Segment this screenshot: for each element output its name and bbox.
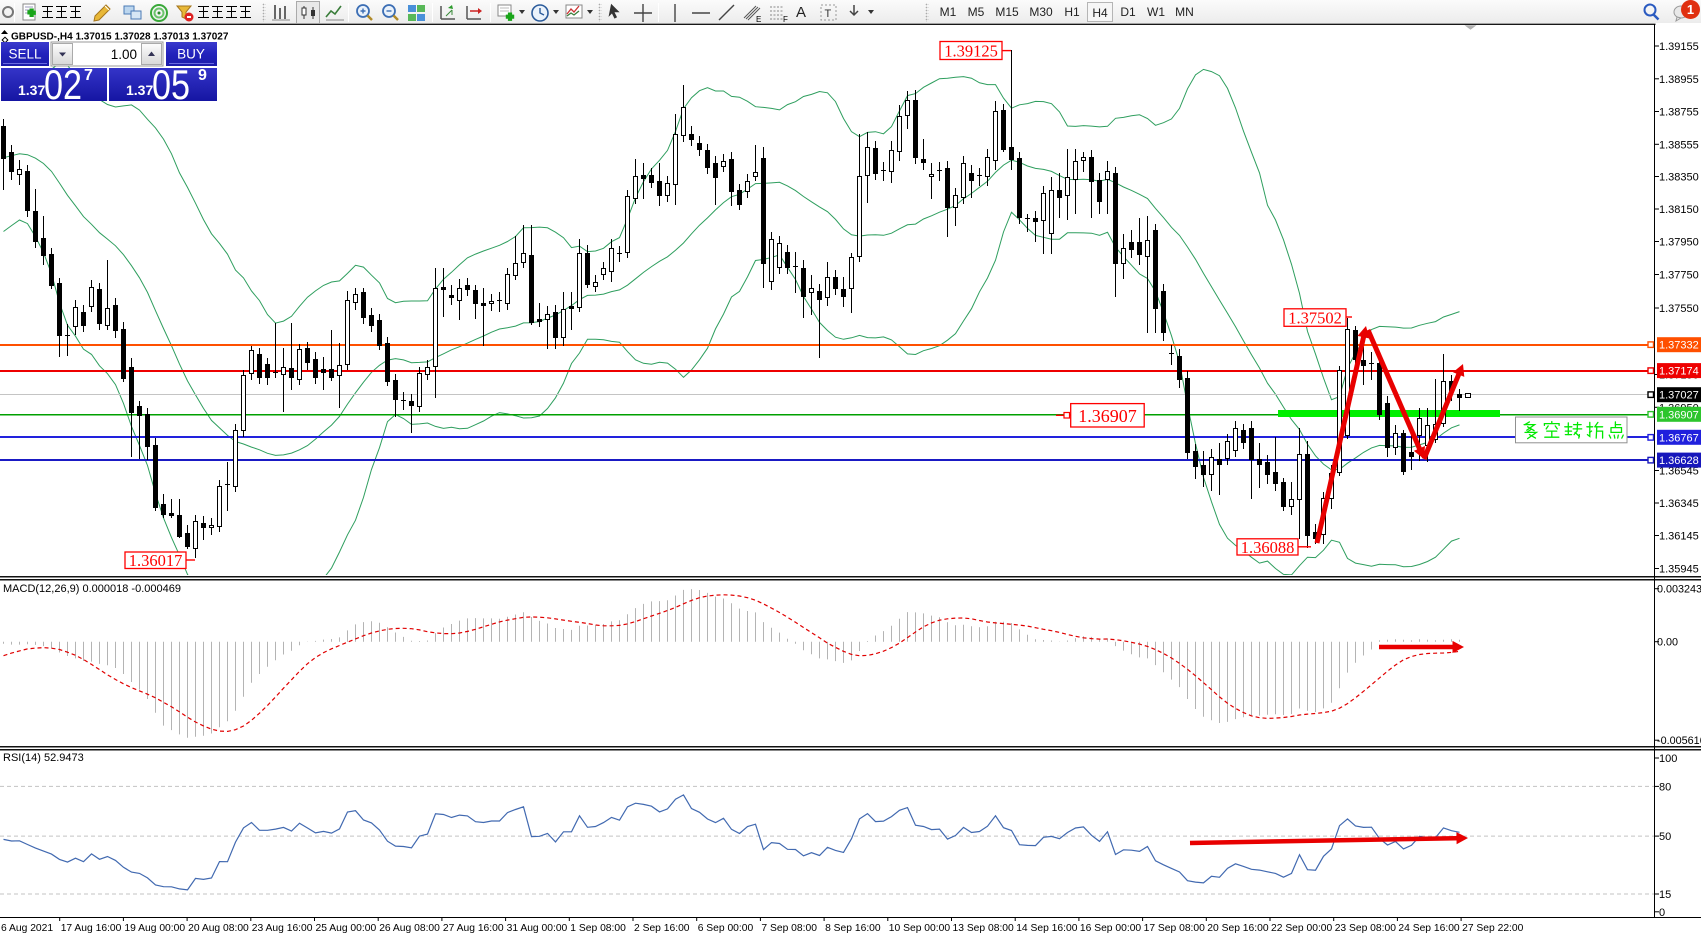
svg-text:MACD(12,26,9) 0.000018 -0.0004: MACD(12,26,9) 0.000018 -0.000469 <box>3 583 181 595</box>
svg-text:1.37332: 1.37332 <box>1659 340 1699 352</box>
svg-text:1.37950: 1.37950 <box>1659 237 1699 249</box>
svg-text:6 Aug 2021: 6 Aug 2021 <box>1 923 53 934</box>
svg-text:80: 80 <box>1659 781 1671 793</box>
svg-text:8 Sep 16:00: 8 Sep 16:00 <box>825 923 881 934</box>
svg-text:23 Sep 08:00: 23 Sep 08:00 <box>1335 923 1397 934</box>
svg-text:0.00: 0.00 <box>1657 637 1678 649</box>
svg-text:1.36767: 1.36767 <box>1659 432 1699 444</box>
svg-text:0: 0 <box>1659 907 1665 919</box>
svg-text:27 Aug 16:00: 27 Aug 16:00 <box>443 923 504 934</box>
svg-text:20 Aug 08:00: 20 Aug 08:00 <box>188 923 249 934</box>
svg-text:1 Sep 08:00: 1 Sep 08:00 <box>570 923 626 934</box>
svg-text:1.36907: 1.36907 <box>1078 406 1137 426</box>
svg-text:7 Sep 08:00: 7 Sep 08:00 <box>761 923 817 934</box>
svg-text:1.37174: 1.37174 <box>1659 366 1699 378</box>
svg-text:1.38555: 1.38555 <box>1659 139 1699 151</box>
svg-text:1.38150: 1.38150 <box>1659 204 1699 216</box>
svg-text:19 Aug 00:00: 19 Aug 00:00 <box>124 923 185 934</box>
svg-text:23 Aug 16:00: 23 Aug 16:00 <box>252 923 313 934</box>
svg-text:1.36545: 1.36545 <box>1659 466 1699 478</box>
svg-text:1.37550: 1.37550 <box>1659 303 1699 315</box>
svg-text:14 Sep 16:00: 14 Sep 16:00 <box>1016 923 1078 934</box>
svg-text:F: F <box>783 15 788 23</box>
svg-text:1.38755: 1.38755 <box>1659 107 1699 119</box>
svg-text:1.37750: 1.37750 <box>1659 270 1699 282</box>
svg-text:1.36145: 1.36145 <box>1659 531 1699 543</box>
svg-text:1.38350: 1.38350 <box>1659 172 1699 184</box>
svg-text:16 Sep 00:00: 16 Sep 00:00 <box>1080 923 1142 934</box>
svg-text:100: 100 <box>1659 753 1677 765</box>
svg-text:1.36345: 1.36345 <box>1659 498 1699 510</box>
svg-text:1.36628: 1.36628 <box>1659 455 1699 467</box>
svg-text:02: 02 <box>44 61 82 108</box>
svg-text:SELL: SELL <box>8 47 42 62</box>
svg-text:17 Sep 08:00: 17 Sep 08:00 <box>1144 923 1206 934</box>
svg-text:1.36907: 1.36907 <box>1659 409 1699 421</box>
svg-text:22 Sep 00:00: 22 Sep 00:00 <box>1271 923 1333 934</box>
svg-text:1.38955: 1.38955 <box>1659 74 1699 86</box>
svg-text:31 Aug 00:00: 31 Aug 00:00 <box>507 923 568 934</box>
svg-text:13 Sep 08:00: 13 Sep 08:00 <box>953 923 1015 934</box>
svg-text:1.35945: 1.35945 <box>1659 564 1699 576</box>
svg-text:20 Sep 16:00: 20 Sep 16:00 <box>1207 923 1269 934</box>
svg-text:RSI(14) 52.9473: RSI(14) 52.9473 <box>3 752 84 764</box>
svg-text:24 Sep 16:00: 24 Sep 16:00 <box>1398 923 1460 934</box>
svg-text:15: 15 <box>1659 889 1671 901</box>
svg-text:26 Aug 08:00: 26 Aug 08:00 <box>379 923 440 934</box>
svg-text:1.39155: 1.39155 <box>1659 41 1699 53</box>
svg-text:05: 05 <box>152 61 190 108</box>
svg-text:6 Sep 00:00: 6 Sep 00:00 <box>698 923 754 934</box>
svg-text:9: 9 <box>198 67 207 84</box>
svg-text:0.003243: 0.003243 <box>1657 584 1701 596</box>
svg-text:1.36088: 1.36088 <box>1241 538 1295 557</box>
svg-text:27 Sep 22:00: 27 Sep 22:00 <box>1462 923 1524 934</box>
svg-text:1.37502: 1.37502 <box>1288 309 1342 328</box>
svg-text:17 Aug 16:00: 17 Aug 16:00 <box>61 923 122 934</box>
svg-text:1.39125: 1.39125 <box>944 41 998 60</box>
svg-text:1.00: 1.00 <box>111 47 137 62</box>
svg-text:50: 50 <box>1659 831 1671 843</box>
svg-text:1.36017: 1.36017 <box>129 551 183 570</box>
svg-text:2 Sep 16:00: 2 Sep 16:00 <box>634 923 690 934</box>
svg-text:GBPUSD-,H4 1.37015 1.37028 1.: GBPUSD-,H4 1.37015 1.37028 1.37013 1.370… <box>11 32 229 43</box>
svg-text:25 Aug 00:00: 25 Aug 00:00 <box>316 923 377 934</box>
svg-text:E: E <box>756 15 761 23</box>
svg-text:1.37: 1.37 <box>18 82 45 98</box>
svg-text:BUY: BUY <box>177 47 205 62</box>
svg-text:1.37: 1.37 <box>126 82 153 98</box>
svg-text:10 Sep 00:00: 10 Sep 00:00 <box>889 923 951 934</box>
svg-text:T: T <box>825 8 832 20</box>
svg-text:7: 7 <box>84 67 93 84</box>
svg-text:1.37027: 1.37027 <box>1659 390 1699 402</box>
svg-text:-0.005616: -0.005616 <box>1657 735 1701 747</box>
